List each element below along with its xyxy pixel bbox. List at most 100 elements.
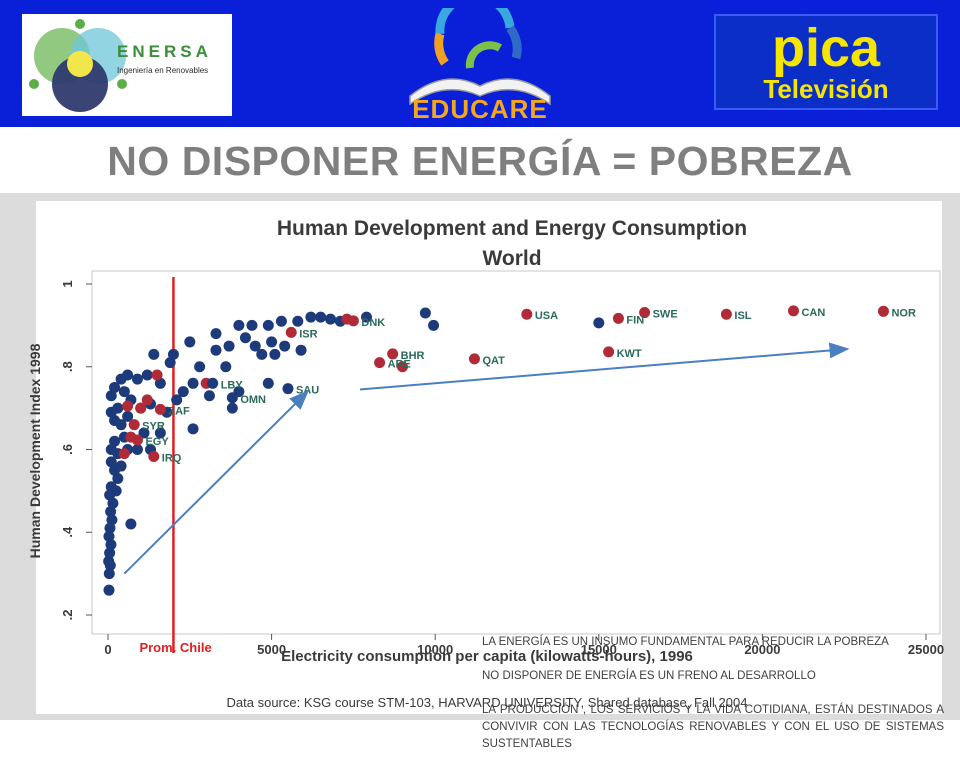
- data-point: [239, 332, 251, 344]
- x-tick-label: 10000: [417, 642, 453, 657]
- data-point: [419, 307, 431, 319]
- data-point: [171, 394, 183, 406]
- data-point: [105, 539, 117, 551]
- educare-logo: EDUCARE: [370, 0, 590, 126]
- data-point: [177, 386, 189, 398]
- data-point: [292, 315, 304, 327]
- data-point: [115, 419, 127, 431]
- data-point: [256, 348, 268, 360]
- data-point-irq: [148, 451, 160, 463]
- data-point: [262, 377, 274, 389]
- y-tick-label: 1: [60, 280, 75, 287]
- data-point-swe: [639, 307, 651, 319]
- point-label-egy: EGY: [145, 436, 169, 448]
- data-point: [279, 340, 291, 352]
- data-point-can: [787, 305, 799, 317]
- hdi-energy-scatter-chart: .2 .4 .6 .8 1 0 5000 10000 15000 20000 25000 Prom.…: [0, 193, 960, 720]
- y-tick-label: .6: [60, 444, 75, 455]
- point-label-syr: SYR: [142, 421, 165, 433]
- data-point-highlighted: [118, 448, 130, 460]
- point-label-bhr: BHR: [401, 350, 425, 362]
- data-point: [104, 547, 116, 559]
- data-point: [226, 402, 238, 414]
- data-point: [154, 427, 166, 439]
- point-label-zaf: ZAF: [168, 405, 190, 417]
- enersa-wordmark: ENERSA: [117, 42, 212, 61]
- y-tick-label: .8: [60, 361, 75, 372]
- data-point: [115, 373, 127, 385]
- point-label-are: ARE: [388, 359, 411, 371]
- point-label-lby: LBY: [221, 379, 244, 391]
- point-label-omn: OMN: [240, 394, 266, 406]
- point-label-qat: QAT: [482, 355, 505, 367]
- enersa-logo: ENERSA Ingeniería en Renovables: [22, 14, 232, 116]
- data-point: [233, 319, 245, 331]
- data-point: [103, 584, 115, 596]
- television-wordmark: Televisión: [763, 74, 889, 104]
- trend-arrow-1: [123, 390, 310, 575]
- data-point-isl: [720, 308, 732, 320]
- data-point-omn: [226, 392, 238, 404]
- data-point: [223, 340, 235, 352]
- data-point: [167, 348, 179, 360]
- point-label-can: CAN: [801, 307, 825, 319]
- data-point: [141, 369, 153, 381]
- data-point: [122, 410, 134, 422]
- data-point: [131, 444, 143, 455]
- data-point-isr: [285, 326, 297, 338]
- y-tick-label: .2: [60, 610, 75, 621]
- chile-average-label: Prom. Chile: [139, 640, 211, 655]
- data-point-zaf: [154, 403, 166, 415]
- data-point: [112, 472, 124, 484]
- data-point: [194, 361, 206, 373]
- pica-wordmark: pica: [771, 18, 881, 78]
- x-tick-label: 5000: [257, 642, 286, 657]
- point-label-dnk: DNK: [361, 317, 385, 329]
- x-tick-label: 15000: [581, 642, 617, 657]
- data-point: [266, 336, 278, 348]
- data-point-lby: [207, 377, 219, 389]
- pica-television-logo: pica Televisión: [714, 14, 938, 110]
- data-source-note: Data source: KSG course STM-103, HARVARD…: [227, 695, 748, 710]
- data-point-usa: [521, 308, 533, 320]
- data-point-highlighted: [135, 402, 147, 414]
- y-tick-label: .4: [60, 526, 75, 538]
- note-paragraph-3: LA PRODUCCIÓN , LOS SERVICIOS Y LA VIDA …: [482, 704, 944, 750]
- data-point-highlighted: [151, 369, 163, 381]
- chart-title: Human Development and Energy Consumption: [277, 217, 747, 240]
- point-label-nor: NOR: [891, 307, 916, 319]
- data-point-nor: [877, 305, 889, 317]
- data-point-egy: [131, 434, 143, 446]
- data-point-highlighted: [141, 394, 153, 406]
- data-point: [103, 568, 115, 580]
- data-point: [164, 357, 176, 369]
- data-point: [138, 427, 150, 439]
- data-point-syr: [128, 419, 140, 431]
- book-recycle-icon: [409, 0, 551, 106]
- data-point: [315, 311, 327, 323]
- data-point-highlighted: [122, 400, 134, 412]
- x-tick-label: 0: [104, 642, 111, 657]
- data-point: [131, 373, 143, 385]
- data-point: [103, 530, 115, 542]
- header-banner: ENERSA Ingeniería en Renovables EDUCARE …: [0, 0, 960, 127]
- enersa-emblem: [29, 19, 127, 112]
- data-point-kwt: [603, 346, 615, 358]
- data-point: [184, 336, 196, 348]
- enersa-tagline: Ingeniería en Renovables: [117, 66, 209, 75]
- data-point: [148, 348, 160, 360]
- data-point-highlighted: [396, 361, 408, 373]
- y-axis-label: Human Development Index 1998: [27, 343, 43, 558]
- data-point: [125, 518, 137, 530]
- data-point-sau: [282, 383, 294, 395]
- point-label-isr: ISR: [299, 328, 317, 340]
- point-label-isl: ISL: [734, 310, 751, 322]
- data-point: [295, 344, 307, 356]
- point-label-swe: SWE: [653, 309, 678, 321]
- note-paragraph-2: NO DISPONER DE ENERGÍA ES UN FRENO AL DE…: [482, 670, 816, 682]
- data-point: [305, 311, 317, 323]
- plot-frame: [91, 270, 941, 635]
- data-point: [249, 340, 261, 352]
- data-point: [115, 460, 127, 472]
- chart-subtitle: World: [482, 247, 541, 270]
